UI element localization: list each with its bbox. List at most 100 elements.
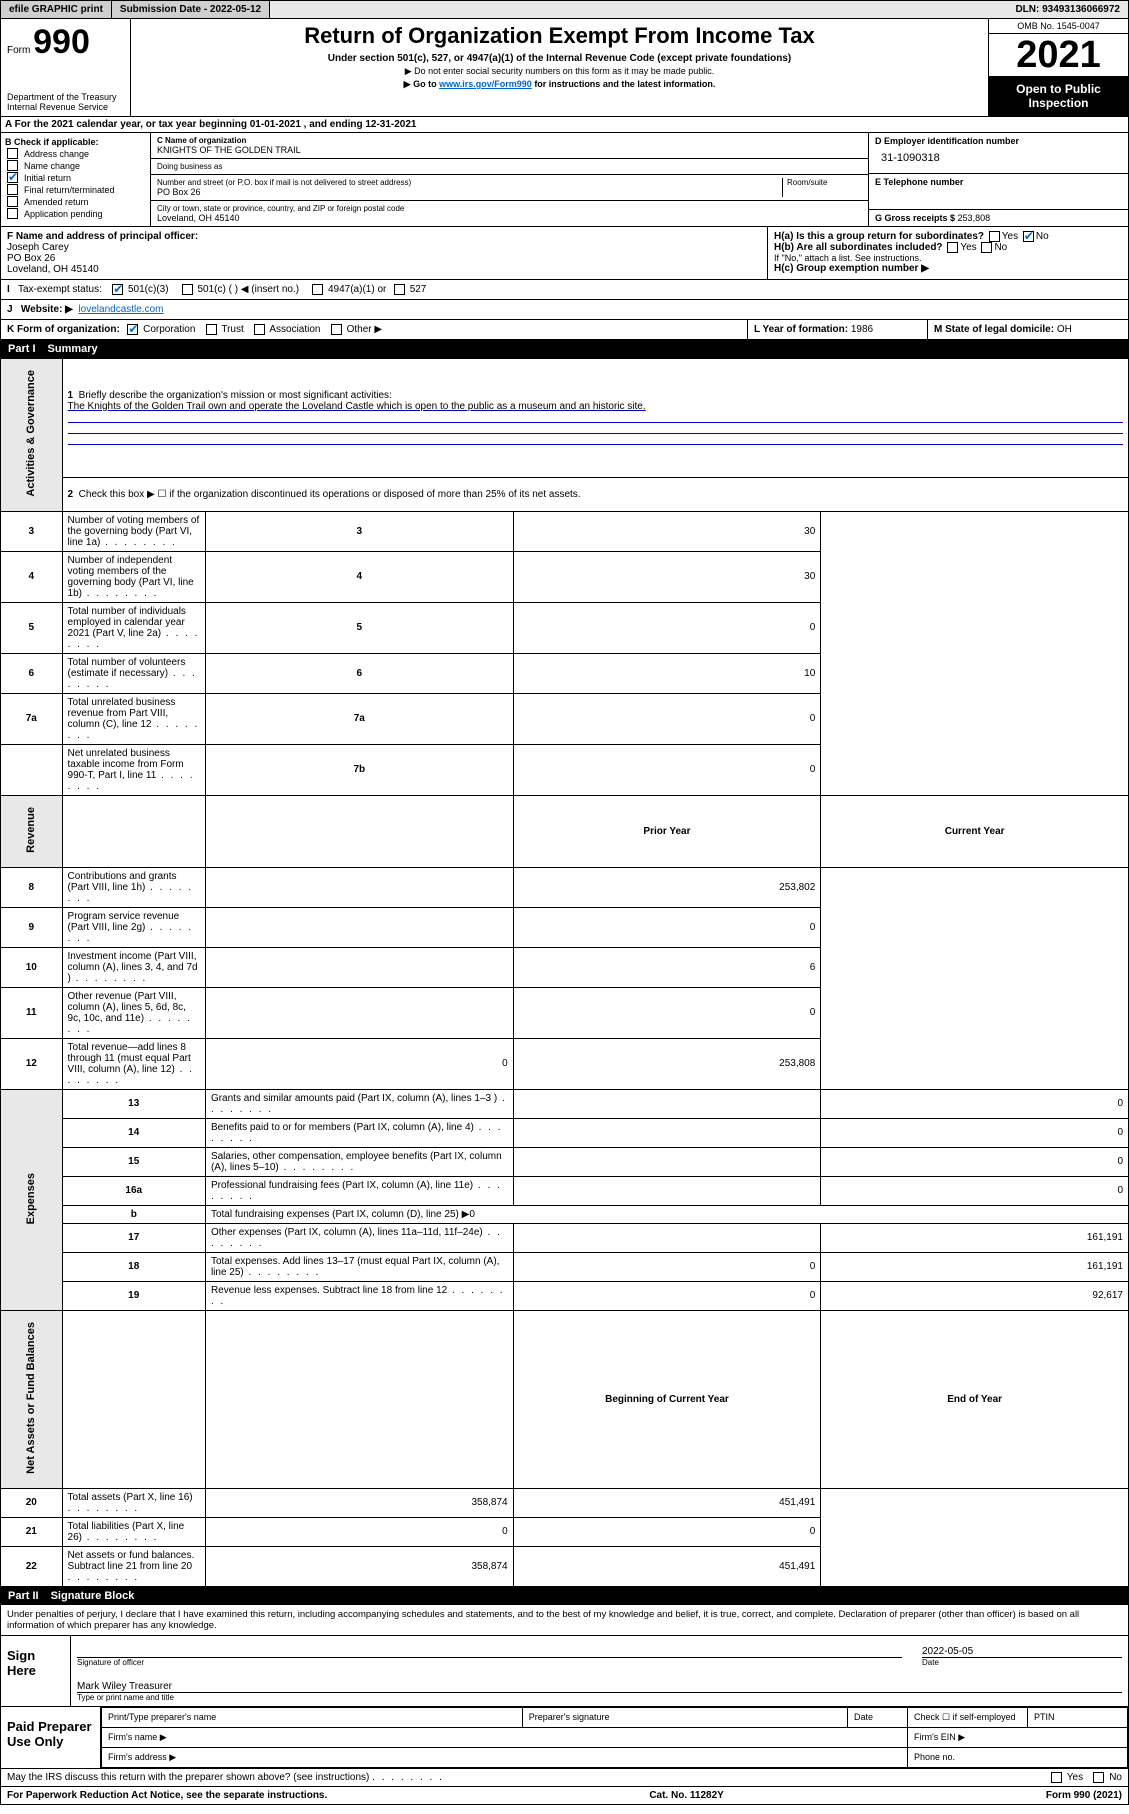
b-checkbox-0[interactable]	[7, 148, 18, 159]
b-checkbox-2[interactable]	[7, 172, 18, 183]
h-block: H(a) Is this a group return for subordin…	[768, 227, 1128, 279]
l-label: L Year of formation:	[754, 324, 851, 335]
rev-cur-4: 253,808	[513, 1038, 821, 1089]
col-d: D Employer identification number 31-1090…	[868, 133, 1128, 226]
rev-prior-3	[205, 987, 513, 1038]
b-check-4: Amended return	[5, 196, 146, 207]
ha-no-checkbox[interactable]	[1023, 231, 1034, 242]
rev-blank	[62, 795, 205, 867]
527-checkbox[interactable]	[394, 284, 405, 295]
col-current-year: Current Year	[821, 795, 1129, 867]
q2-cell: 2 Check this box ▶ ☐ if the organization…	[62, 478, 1128, 512]
opt-trust: Trust	[221, 324, 243, 335]
exp-cur-5: 161,191	[821, 1223, 1129, 1252]
firm-ein-cell: Firm's EIN ▶	[908, 1727, 1128, 1747]
4947-checkbox[interactable]	[312, 284, 323, 295]
b-checkbox-5[interactable]	[7, 208, 18, 219]
gov-val-0: 30	[513, 511, 821, 551]
rev-prior-0	[205, 867, 513, 907]
b-check-5: Application pending	[5, 208, 146, 219]
top-bar: efile GRAPHIC print Submission Date - 20…	[0, 0, 1129, 19]
opt-association: Association	[269, 324, 320, 335]
net-prior-2: 358,874	[205, 1546, 513, 1586]
f-label: F Name and address of principal officer:	[7, 231, 761, 242]
hb-yes-checkbox[interactable]	[947, 242, 958, 253]
ha-yes-checkbox[interactable]	[989, 231, 1000, 242]
opt-527: 527	[410, 284, 427, 295]
exp-prior-7: 0	[513, 1281, 821, 1310]
mission-text: The Knights of the Golden Trail own and …	[68, 401, 646, 412]
net-blank	[62, 1310, 205, 1488]
firm-phone-cell: Phone no.	[908, 1747, 1128, 1767]
city-label: City or town, state or province, country…	[157, 204, 862, 213]
501c-checkbox[interactable]	[182, 284, 193, 295]
exp-text-5: Other expenses (Part IX, column (A), lin…	[205, 1223, 513, 1252]
501c3-checkbox[interactable]	[112, 284, 123, 295]
hb-no-checkbox[interactable]	[981, 242, 992, 253]
rev-prior-1	[205, 907, 513, 947]
dba-block: Doing business as	[151, 159, 868, 175]
row-a-mid: , and ending	[304, 119, 366, 130]
goto-pre: ▶ Go to	[404, 79, 439, 89]
paid-preparer-row: Paid Preparer Use Only Print/Type prepar…	[1, 1706, 1128, 1768]
dba-label: Doing business as	[157, 162, 862, 171]
prep-name-header: Print/Type preparer's name	[102, 1707, 523, 1727]
perjury-statement: Under penalties of perjury, I declare th…	[1, 1605, 1128, 1636]
opt-501c3: 501(c)(3)	[128, 284, 169, 295]
sign-here-fields: Signature of officer 2022-05-05 Date Mar…	[71, 1636, 1128, 1706]
discuss-no-checkbox[interactable]	[1093, 1772, 1104, 1783]
hb-row: H(b) Are all subordinates included? Yes …	[774, 242, 1122, 253]
exp-num-1: 14	[62, 1118, 205, 1147]
hc-label: H(c) Group exemption number ▶	[774, 263, 1122, 274]
year-box: OMB No. 1545-0047 2021 Open to Public In…	[988, 19, 1128, 116]
b-checkbox-3[interactable]	[7, 184, 18, 195]
discuss-text: May the IRS discuss this return with the…	[7, 1772, 444, 1783]
gov-box-5: 7b	[205, 744, 513, 795]
part1-header: Part I Summary	[0, 340, 1129, 358]
exp-num-6: 18	[62, 1252, 205, 1281]
exp-num-5: 17	[62, 1223, 205, 1252]
ptin-header: PTIN	[1028, 1707, 1128, 1727]
hb-label: H(b) Are all subordinates included?	[774, 242, 943, 253]
gov-text-3: Total number of volunteers (estimate if …	[62, 653, 205, 693]
gov-text-4: Total unrelated business revenue from Pa…	[62, 693, 205, 744]
efile-button[interactable]: efile GRAPHIC print	[1, 1, 112, 18]
col-begin-year: Beginning of Current Year	[513, 1310, 821, 1488]
gov-num-4: 7a	[1, 693, 63, 744]
sign-here-row: Sign Here Signature of officer 2022-05-0…	[1, 1636, 1128, 1706]
k-block: K Form of organization: Corporation Trus…	[1, 320, 748, 339]
gov-num-2: 5	[1, 602, 63, 653]
submission-date-cell: Submission Date - 2022-05-12	[112, 1, 270, 18]
officer-signature-line[interactable]	[77, 1640, 902, 1658]
discuss-yes-checkbox[interactable]	[1051, 1772, 1062, 1783]
b-check-label-5: Application pending	[24, 209, 103, 219]
b-checkbox-4[interactable]	[7, 196, 18, 207]
footer-row: For Paperwork Reduction Act Notice, see …	[0, 1787, 1129, 1805]
tax-status-label: Tax-exempt status:	[18, 284, 102, 295]
col-c: C Name of organization KNIGHTS OF THE GO…	[151, 133, 868, 226]
gov-text-1: Number of independent voting members of …	[62, 551, 205, 602]
sign-here-label: Sign Here	[1, 1636, 71, 1706]
gov-val-1: 30	[513, 551, 821, 602]
d-label: D Employer identification number	[875, 136, 1122, 146]
paid-preparer-table: Print/Type preparer's name Preparer's si…	[101, 1707, 1128, 1768]
rev-text-4: Total revenue—add lines 8 through 11 (mu…	[62, 1038, 205, 1089]
other-checkbox[interactable]	[331, 324, 342, 335]
gov-box-4: 7a	[205, 693, 513, 744]
discuss-checks: Yes No	[1049, 1772, 1122, 1783]
title-box: Return of Organization Exempt From Incom…	[131, 19, 988, 116]
corp-checkbox[interactable]	[127, 324, 138, 335]
assoc-checkbox[interactable]	[254, 324, 265, 335]
irs-link[interactable]: www.irs.gov/Form990	[439, 79, 532, 89]
ha-no-label: No	[1036, 231, 1049, 242]
mission-line-2	[68, 431, 1123, 434]
exp-cur-7: 92,617	[821, 1281, 1129, 1310]
rev-num-3: 11	[1, 987, 63, 1038]
trust-checkbox[interactable]	[206, 324, 217, 335]
discuss-dots	[372, 1772, 444, 1783]
col-end-year: End of Year	[821, 1310, 1129, 1488]
q2-num: 2	[68, 489, 74, 500]
gov-box-2: 5	[205, 602, 513, 653]
part2-label: Part II	[8, 1590, 39, 1602]
website-link[interactable]: lovelandcastle.com	[78, 304, 163, 315]
